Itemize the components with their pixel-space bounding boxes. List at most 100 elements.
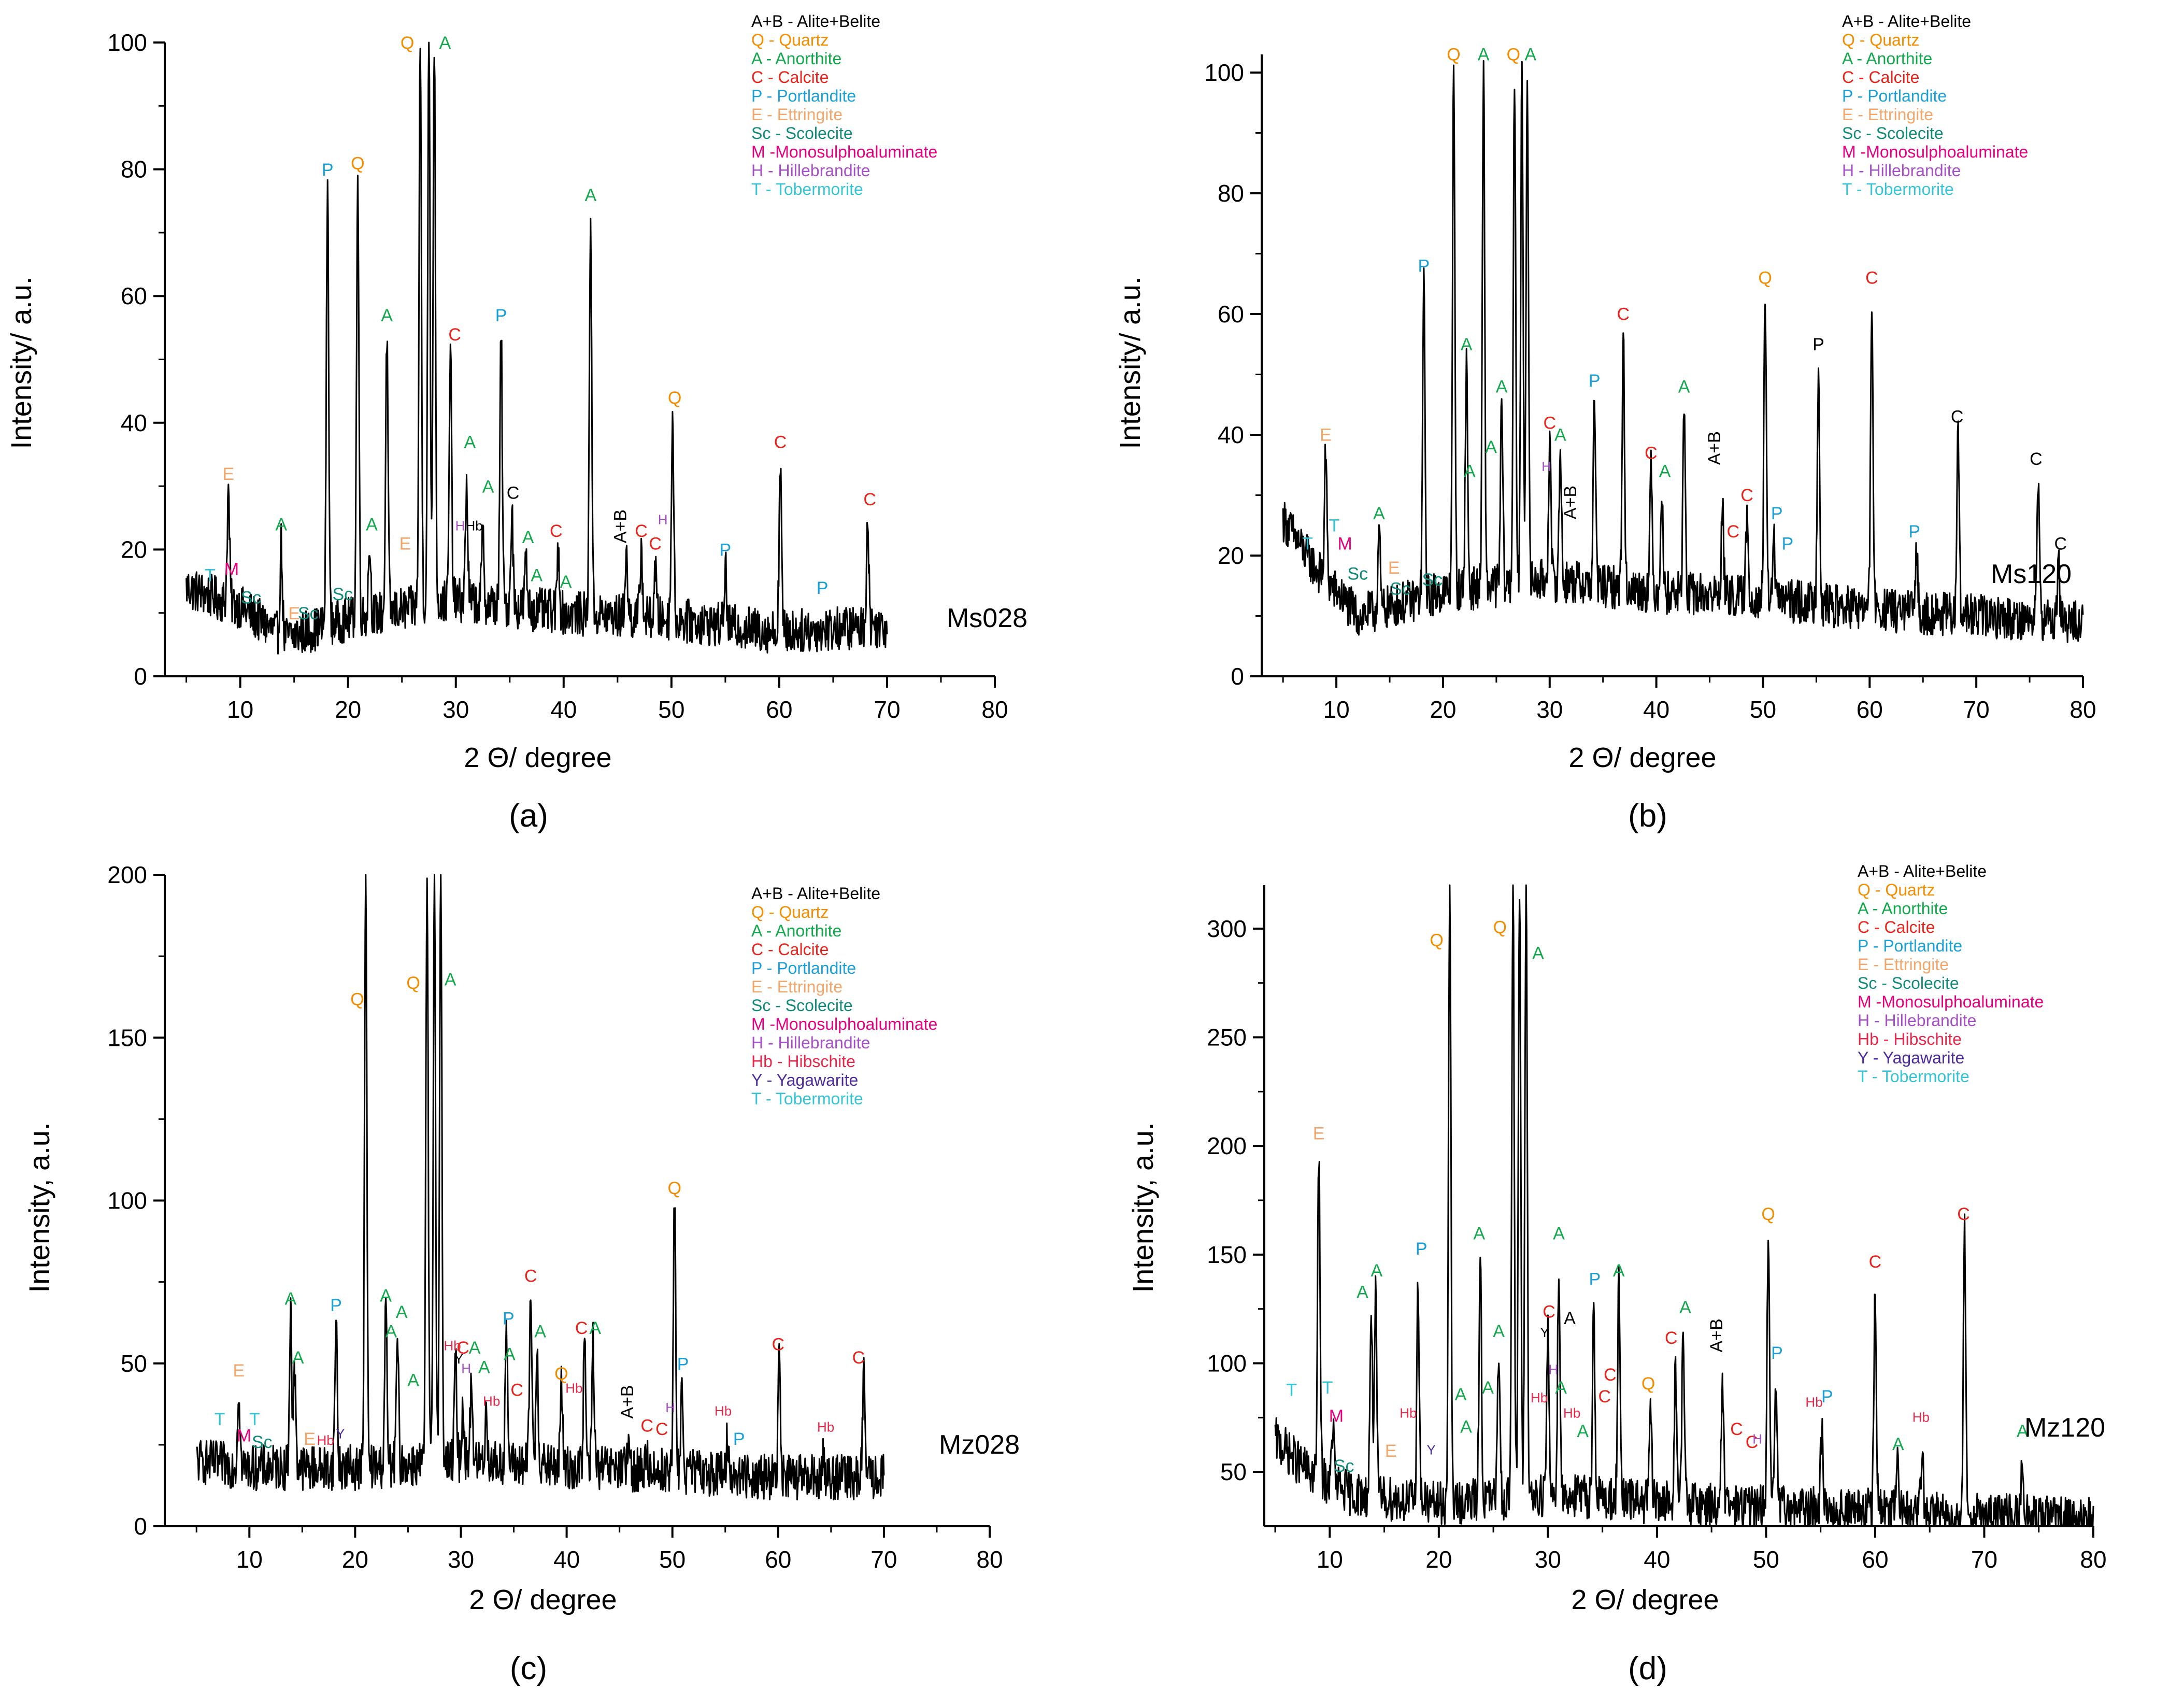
peak-label: A bbox=[1493, 1322, 1505, 1341]
peak-label: C bbox=[1957, 1204, 1970, 1224]
peak-label: A bbox=[1357, 1283, 1368, 1302]
peak-label: H bbox=[461, 1361, 471, 1376]
peak-label: M bbox=[1337, 534, 1352, 553]
peak-label: Hb bbox=[715, 1403, 732, 1418]
peak-label: Sc bbox=[252, 1432, 273, 1452]
legend-entry: M -Monosulphoaluminate bbox=[751, 1015, 937, 1033]
x-tick-label: 40 bbox=[1644, 1546, 1670, 1573]
x-tick-label: 10 bbox=[1323, 696, 1350, 723]
peak-label: C bbox=[1598, 1387, 1611, 1407]
peak-label: Y bbox=[454, 1351, 463, 1367]
peak-label: P bbox=[677, 1354, 689, 1374]
legend-entry: H - Hillebrandite bbox=[751, 161, 870, 180]
legend-entry: Hb - Hibschite bbox=[1858, 1030, 1962, 1048]
legend-entry: A - Anorthite bbox=[751, 921, 841, 940]
legend-entry: T - Tobermorite bbox=[751, 180, 863, 198]
peak-label: Hb bbox=[1563, 1405, 1580, 1421]
subfigure-label-d: (d) bbox=[1628, 1651, 1667, 1686]
peak-label: A+B bbox=[610, 509, 630, 543]
peak-label: A bbox=[504, 1344, 516, 1364]
legend-entry: M -Monosulphoaluminate bbox=[1842, 143, 2028, 161]
peak-label: A+B bbox=[618, 1385, 637, 1418]
peak-label: A bbox=[1577, 1422, 1589, 1441]
peak-label: Hb bbox=[317, 1432, 334, 1448]
peak-label: T bbox=[1286, 1380, 1297, 1400]
peak-label: A+B bbox=[1561, 486, 1580, 519]
legend-entry: C - Calcite bbox=[751, 940, 829, 959]
peak-label: A bbox=[1659, 462, 1671, 481]
peak-label: C bbox=[774, 433, 787, 452]
y-axis-label-a: Intensity/ a.u. bbox=[5, 276, 37, 449]
x-tick-label: 40 bbox=[553, 1546, 580, 1573]
legend-entry: T - Tobermorite bbox=[751, 1089, 863, 1108]
peak-label: Q bbox=[401, 33, 414, 53]
peak-label: A bbox=[469, 1338, 481, 1358]
x-tick-label: 50 bbox=[1750, 696, 1776, 723]
xrd-pattern-line bbox=[1274, 884, 2094, 1527]
peak-label: P bbox=[1771, 1343, 1783, 1363]
peak-label: Q bbox=[351, 154, 364, 174]
peak-label: P bbox=[1781, 534, 1793, 553]
peak-label: A bbox=[589, 1318, 601, 1338]
peak-label: C bbox=[1727, 522, 1740, 542]
peak-label: Y bbox=[1426, 1442, 1435, 1458]
legend-entry: M -Monosulphoaluminate bbox=[751, 143, 937, 161]
peak-label: T bbox=[1302, 534, 1313, 553]
peak-label: P bbox=[330, 1296, 342, 1315]
legend-entry: Hb - Hibschite bbox=[751, 1052, 855, 1071]
y-axis-label-c: Intensity, a.u. bbox=[23, 1123, 55, 1293]
peak-label: T bbox=[249, 1410, 260, 1429]
peak-label: A bbox=[478, 1358, 490, 1378]
peak-label: A bbox=[1892, 1435, 1904, 1454]
peak-label: Hb bbox=[1805, 1394, 1822, 1410]
x-tick-label: 20 bbox=[342, 1546, 368, 1573]
peak-label: E bbox=[399, 534, 411, 553]
subfigure-label-b: (b) bbox=[1628, 798, 1667, 834]
peak-label: C bbox=[1645, 444, 1658, 463]
peak-label: A bbox=[1371, 1261, 1382, 1281]
peak-label: A bbox=[1485, 437, 1497, 457]
peak-label: C bbox=[448, 325, 461, 345]
peak-label: P bbox=[1821, 1387, 1833, 1407]
peak-label: M bbox=[237, 1426, 251, 1446]
peak-label: A bbox=[292, 1348, 304, 1368]
legend-entry: M -Monosulphoaluminate bbox=[1858, 992, 2044, 1011]
peak-label: A bbox=[1678, 377, 1690, 396]
y-tick-label: 200 bbox=[1207, 1132, 1247, 1159]
peak-label: A bbox=[531, 566, 543, 586]
peak-label: T bbox=[215, 1410, 225, 1429]
legend-entry: Sc - Scolecite bbox=[1842, 124, 1944, 143]
y-tick-label: 150 bbox=[1207, 1241, 1247, 1268]
peak-label: C bbox=[655, 1419, 668, 1439]
peak-label: A bbox=[1473, 1224, 1485, 1243]
peak-label: E bbox=[222, 464, 234, 484]
peak-label: A bbox=[1373, 504, 1385, 523]
legend-entry: A+B - Alite+Belite bbox=[751, 884, 880, 903]
peak-label: Sc bbox=[1347, 564, 1368, 584]
peak-label: Hb bbox=[1912, 1410, 1930, 1425]
legend-entry: E - Ettringite bbox=[1842, 105, 1933, 124]
y-tick-label: 0 bbox=[134, 1513, 147, 1540]
peak-label: A+B bbox=[1705, 431, 1724, 465]
peak-label: Sc bbox=[298, 604, 319, 623]
peak-label: A bbox=[464, 433, 476, 452]
peak-label: A bbox=[385, 1322, 397, 1341]
peak-label: C bbox=[575, 1318, 588, 1338]
legend-entry: P - Portlandite bbox=[1842, 87, 1947, 105]
legend-entry: A+B - Alite+Belite bbox=[1858, 862, 1987, 881]
x-axis-label-c: 2 Θ/ degree bbox=[469, 1584, 617, 1615]
peak-label: A bbox=[1496, 377, 1508, 396]
x-tick-label: 80 bbox=[2080, 1546, 2106, 1573]
peak-label: Q bbox=[1447, 45, 1460, 65]
legend-entry: P - Portlandite bbox=[751, 959, 856, 977]
x-tick-label: 50 bbox=[1753, 1546, 1779, 1573]
peak-label: Q bbox=[554, 1364, 568, 1384]
legend-entry: E - Ettringite bbox=[751, 105, 843, 124]
peak-label: H bbox=[1541, 459, 1551, 474]
peak-label: Hb bbox=[465, 518, 482, 534]
peak-label: A bbox=[1482, 1378, 1494, 1398]
peak-label: C bbox=[1730, 1419, 1743, 1439]
peak-label: E bbox=[288, 604, 300, 623]
